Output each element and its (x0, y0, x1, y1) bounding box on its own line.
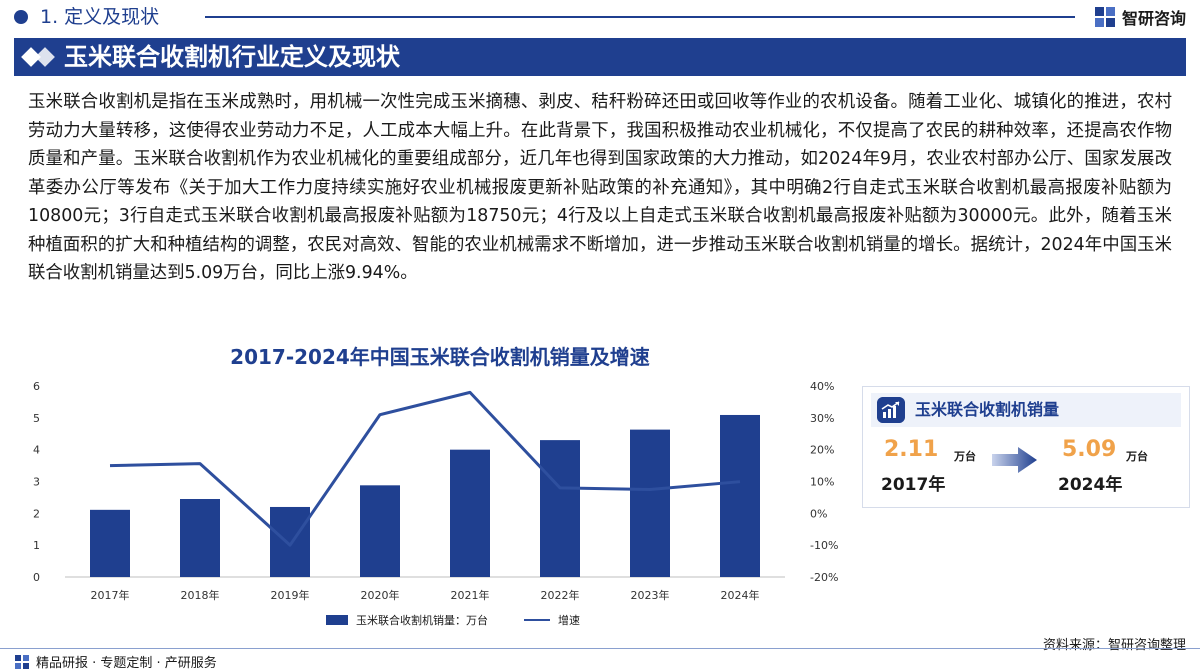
y-right-tick-label: 40% (810, 380, 834, 393)
y-right-tick-label: 30% (810, 412, 834, 425)
x-tick-label: 2023年 (631, 588, 670, 602)
legend-bar-swatch (326, 615, 348, 625)
section-label: 1. 定义及现状 (40, 6, 160, 28)
x-tick-label: 2022年 (541, 588, 580, 602)
footer-tagline-group: 精品研报 · 专题定制 · 产研服务 (14, 652, 217, 671)
footer-tagline: 精品研报 · 专题定制 · 产研服务 (36, 656, 217, 671)
legend-line-swatch (524, 619, 550, 621)
kpi-left-unit: 万台 (954, 450, 976, 463)
bar-2022年 (540, 440, 580, 577)
arrow-right-icon (992, 447, 1037, 473)
y-left-tick-label: 5 (33, 412, 40, 425)
body-paragraph: 玉米联合收割机是指在玉米成熟时，用机械一次性完成玉米摘穗、剥皮、秸秆粉碎还田或回… (28, 92, 1172, 283)
kpi-right-unit: 万台 (1126, 450, 1148, 463)
kpi-card: 玉米联合收割机销量 (862, 386, 1190, 508)
brand-logo-icon (1094, 7, 1115, 27)
y-left-tick-label: 3 (33, 476, 40, 489)
legend-bar-label: 玉米联合收割机销量：万台 (356, 614, 488, 627)
y-left-tick-label: 2 (33, 507, 40, 520)
y-right-tick-label: 0% (810, 507, 827, 520)
footer-divider (0, 648, 1200, 649)
y-left-tick-label: 4 (33, 444, 40, 457)
chart-title: 2017-2024年中国玉米联合收割机销量及增速 (230, 345, 650, 369)
legend-line-label: 增速 (558, 614, 580, 627)
title-banner: 玉米联合收割机行业定义及现状 (14, 38, 1186, 76)
y-left-tick-label: 1 (33, 539, 40, 552)
bar-2019年 (270, 506, 310, 577)
x-tick-label: 2017年 (91, 588, 130, 602)
y-right-tick-label: 20% (810, 444, 834, 457)
section-dot-icon (14, 10, 28, 24)
bar-2021年 (450, 449, 490, 577)
kpi-left-year: 2017年 (881, 475, 946, 495)
bar-2024年 (720, 414, 760, 577)
y-left-tick-label: 6 (33, 380, 40, 393)
kpi-card-title: 玉米联合收割机销量 (915, 400, 1060, 419)
combo-chart: 0 1 2 3 4 5 6 -20% -10% 0% 10% 20% 30% 40% 2017年 2018年 2… (33, 380, 838, 602)
x-tick-label: 2018年 (181, 588, 220, 602)
header-divider (205, 16, 1075, 18)
bar-2017年 (90, 509, 130, 577)
x-tick-label: 2019年 (271, 588, 310, 602)
y-left-tick-label: 0 (33, 571, 40, 584)
x-tick-label: 2024年 (721, 588, 760, 602)
page-title: 玉米联合收割机行业定义及现状 (64, 43, 400, 71)
chart-trend-icon (877, 397, 905, 423)
kpi-right-year: 2024年 (1058, 475, 1123, 495)
kpi-card-header: 玉米联合收割机销量 (871, 393, 1181, 427)
chart-legend: 玉米联合收割机销量：万台 增速 (326, 612, 580, 628)
brand-logo-icon (15, 654, 29, 669)
y-right-tick-label: -20% (810, 571, 838, 584)
x-tick-label: 2021年 (451, 588, 490, 602)
x-tick-label: 2020年 (361, 588, 400, 602)
brand-name: 智研咨询 (1121, 9, 1186, 28)
bar-2023年 (630, 429, 670, 577)
y-right-tick-label: 10% (810, 476, 834, 489)
diamond-icon (35, 47, 55, 67)
bar-2018年 (180, 499, 220, 577)
top-header: 1. 定义及现状 智研咨询 (0, 0, 1200, 36)
bar-2020年 (360, 485, 400, 577)
source-note: 资料来源：智研咨询整理 (1042, 638, 1186, 653)
kpi-left-value: 2.11 (884, 437, 939, 462)
y-right-tick-label: -10% (810, 539, 838, 552)
growth-rate-line (109, 390, 741, 547)
brand: 智研咨询 (1094, 5, 1186, 29)
kpi-right-value: 5.09 (1062, 437, 1117, 462)
